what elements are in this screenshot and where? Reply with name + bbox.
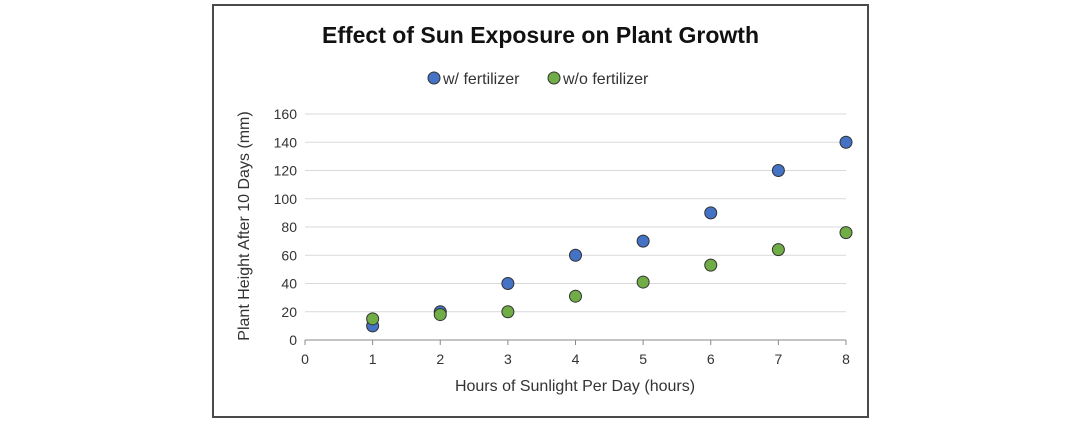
- x-tick-label-5: 5: [639, 351, 647, 367]
- point-w-o-fertilizer-6: [704, 258, 718, 272]
- y-tick-label-100: 100: [274, 191, 298, 207]
- point-w-fertilizer-7: [771, 164, 785, 177]
- axes: [304, 339, 847, 345]
- chart-plot: w/ fertilizer w/o fertilizer 020406080100…: [236, 71, 853, 395]
- gridlines: [305, 113, 846, 313]
- point-w-fertilizer-5: [636, 234, 650, 248]
- x-axis-label: Hours of Sunlight Per Day (hours): [455, 378, 695, 395]
- y-tick-label-40: 40: [281, 276, 297, 292]
- y-tick-label-120: 120: [274, 163, 298, 179]
- x-tick-label-4: 4: [572, 351, 580, 367]
- y-axis-label: Plant Height After 10 Days (mm): [236, 111, 253, 340]
- x-tick-labels: 0 1 2 3 4 5 6 7 8: [301, 351, 850, 367]
- point-w-fertilizer-6: [704, 206, 718, 220]
- chart-title: Effect of Sun Exposure on Plant Growth: [321, 22, 760, 48]
- y-tick-labels: 0 20 40 60 80 100 120 140 160: [274, 106, 298, 348]
- x-tick-label-8: 8: [842, 351, 850, 367]
- y-tick-label-0: 0: [289, 332, 297, 348]
- y-tick-label-20: 20: [281, 304, 297, 320]
- point-w-o-fertilizer-1: [366, 312, 380, 326]
- chart-frame: Effect of Sun Exposure on Plant Growth w…: [212, 4, 869, 418]
- x-tick-label-6: 6: [707, 351, 715, 367]
- legend-label-w-fertilizer: w/ fertilizer: [442, 71, 520, 88]
- y-tick-label-80: 80: [281, 219, 297, 235]
- point-w-fertilizer-4: [569, 248, 582, 262]
- point-w-o-fertilizer-4: [569, 289, 582, 303]
- legend-label-w-o-fertilizer: w/o fertilizer: [562, 71, 649, 88]
- x-tick-label-2: 2: [436, 351, 444, 367]
- y-tick-label-60: 60: [281, 247, 297, 263]
- point-w-o-fertilizer-8: [839, 226, 853, 240]
- point-w-o-fertilizer-7: [771, 243, 785, 257]
- data-points: [366, 135, 853, 333]
- legend-marker-w-fertilizer: [427, 71, 441, 85]
- x-tick-label-3: 3: [504, 351, 512, 367]
- x-tick-label-7: 7: [774, 351, 782, 367]
- y-tick-label-140: 140: [274, 134, 298, 150]
- point-w-o-fertilizer-2: [433, 308, 447, 322]
- legend: w/ fertilizer w/o fertilizer: [427, 71, 649, 88]
- legend-marker-w-o-fertilizer: [547, 71, 561, 85]
- point-w-fertilizer-8: [839, 135, 853, 149]
- point-w-fertilizer-3: [501, 277, 515, 290]
- y-tick-label-160: 160: [274, 106, 298, 122]
- point-w-o-fertilizer-3: [501, 305, 515, 319]
- x-tick-label-0: 0: [301, 351, 309, 367]
- x-tick-label-1: 1: [369, 351, 377, 367]
- point-w-o-fertilizer-5: [636, 275, 650, 289]
